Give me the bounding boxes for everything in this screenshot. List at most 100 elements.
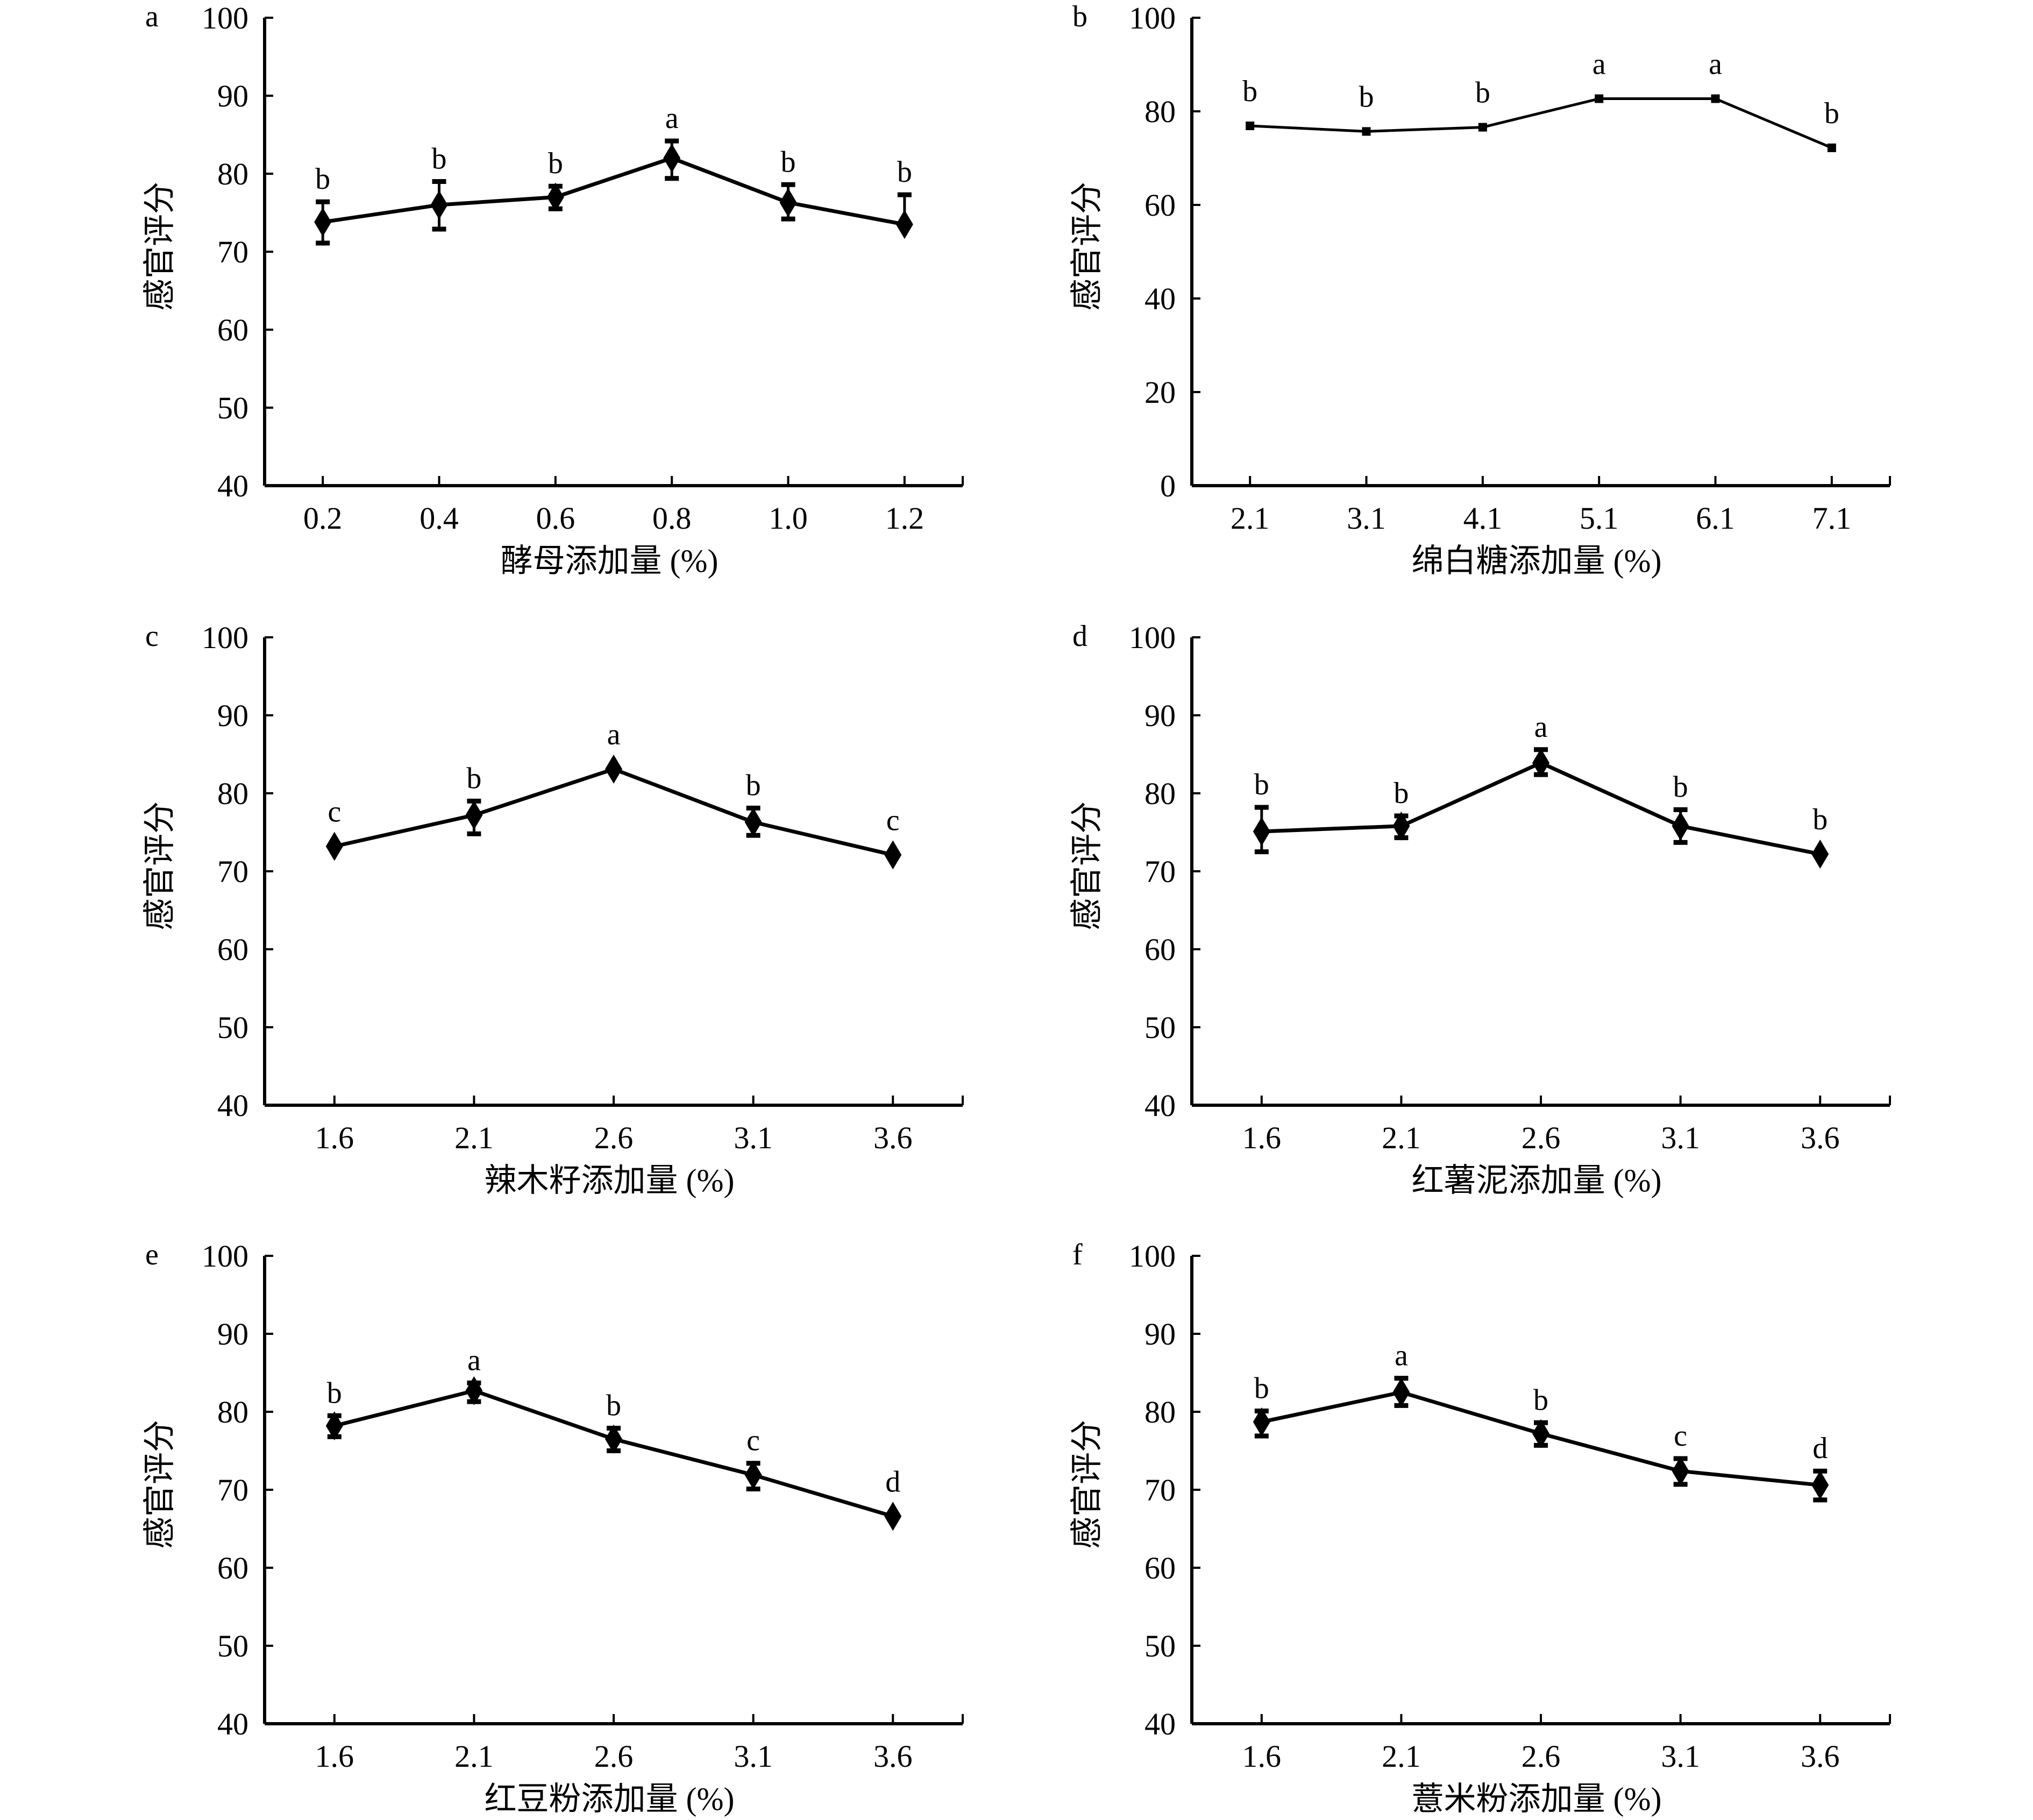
y-tick-label: 70 — [217, 234, 248, 269]
y-tick-label: 0 — [1160, 468, 1176, 503]
x-tick-label: 3.6 — [1801, 1120, 1840, 1155]
panel-label: d — [1072, 620, 1087, 653]
x-tick-label: 4.1 — [1463, 501, 1503, 536]
x-tick-label: 2.6 — [1522, 1739, 1561, 1774]
significance-label: b — [1475, 76, 1490, 110]
y-tick-label: 90 — [1145, 698, 1176, 733]
y-tick-label: 100 — [202, 1, 248, 35]
x-tick-label: 3.1 — [734, 1120, 773, 1155]
data-point-marker — [1392, 1377, 1410, 1407]
data-point-marker — [1253, 1407, 1270, 1437]
significance-label: b — [1533, 1383, 1548, 1417]
x-axis-title: 薏米粉添加量 (%) — [1412, 1781, 1662, 1817]
y-tick-label: 90 — [217, 698, 248, 733]
y-tick-label: 70 — [1145, 854, 1176, 889]
y-tick-label: 40 — [1145, 1707, 1176, 1741]
significance-label: b — [1394, 777, 1409, 810]
y-tick-label: 20 — [1145, 375, 1176, 410]
significance-label: a — [1593, 48, 1606, 81]
significance-label: c — [1674, 1419, 1687, 1453]
y-tick-label: 100 — [1129, 1239, 1176, 1274]
significance-label: b — [1824, 97, 1839, 130]
data-point-marker — [325, 1411, 343, 1441]
x-tick-label: 2.6 — [594, 1120, 634, 1155]
significance-label: d — [1812, 1432, 1828, 1465]
significance-label: a — [1395, 1339, 1408, 1373]
x-tick-label: 3.6 — [873, 1739, 913, 1774]
x-tick-label: 2.1 — [1382, 1739, 1421, 1774]
x-tick-label: 2.1 — [454, 1120, 494, 1155]
x-tick-label: 3.1 — [1661, 1739, 1700, 1774]
significance-label: b — [1254, 768, 1269, 801]
x-tick-label: 1.6 — [315, 1739, 354, 1774]
significance-label: b — [1812, 803, 1828, 836]
data-point-marker — [430, 190, 448, 219]
y-tick-label: 40 — [1145, 1088, 1176, 1123]
y-tick-label: 50 — [217, 1010, 248, 1045]
chart-panel-f: f 40 50 60 70 80 90 100 1.6 2.1 2.6 3.1 3.6 薏米粉添加量 (%… — [1069, 1238, 1891, 1817]
y-axis-title: 感官评分 — [142, 182, 177, 311]
y-tick-label: 60 — [217, 932, 248, 967]
y-tick-label: 100 — [202, 620, 248, 655]
significance-label: b — [432, 143, 447, 176]
x-tick-label: 2.1 — [1382, 1120, 1421, 1155]
data-point-marker — [465, 1376, 483, 1405]
chart-panel-a: a 40 50 60 70 80 90 100 0.2 0.4 0.6 0.8 1.0 1.2 酵母添加量 … — [142, 0, 964, 579]
significance-label: b — [1673, 770, 1688, 804]
significance-label: b — [466, 762, 481, 795]
y-tick-label: 40 — [217, 1707, 248, 1741]
data-point-marker — [1253, 817, 1270, 847]
significance-label: c — [328, 795, 341, 829]
data-point-marker — [1478, 123, 1487, 132]
significance-label: b — [897, 155, 912, 189]
data-point-marker — [1532, 1419, 1549, 1448]
y-tick-label: 40 — [217, 1088, 248, 1123]
data-point-marker — [1811, 1470, 1829, 1500]
y-axis-title: 感官评分 — [1069, 1420, 1105, 1549]
panel-label: f — [1072, 1238, 1083, 1271]
x-tick-label: 3.1 — [1661, 1120, 1700, 1155]
y-tick-label: 60 — [1145, 932, 1176, 967]
data-point-marker — [605, 1424, 622, 1454]
data-point-marker — [884, 840, 902, 870]
y-tick-label: 100 — [1129, 1, 1176, 35]
y-tick-label: 70 — [1145, 1473, 1176, 1508]
y-tick-label: 80 — [1145, 1395, 1176, 1430]
data-point-marker — [1672, 811, 1689, 841]
y-tick-label: 100 — [202, 1239, 248, 1274]
data-point-marker — [895, 210, 913, 239]
x-tick-label: 3.1 — [1347, 501, 1386, 536]
chart-panel-d: d 40 50 60 70 80 90 100 1.6 2.1 2.6 3.1 3.6 红薯泥添加量 (%… — [1069, 620, 1891, 1198]
chart-panel-b: b 0 20 40 60 80 100 2.1 3.1 4.1 5.1 6.1 7.1 绵白糖添加量 (%… — [1069, 0, 1891, 579]
significance-label: b — [548, 147, 563, 180]
significance-label: c — [886, 804, 900, 837]
significance-label: a — [1709, 48, 1722, 81]
significance-label: b — [315, 162, 330, 196]
data-point-marker — [744, 1460, 762, 1490]
significance-label: d — [885, 1465, 900, 1498]
data-point-marker — [1672, 1456, 1689, 1486]
y-tick-label: 80 — [217, 1395, 248, 1430]
x-tick-label: 2.1 — [1231, 501, 1270, 536]
data-point-marker — [1392, 811, 1410, 841]
x-axis-title: 辣木籽添加量 (%) — [485, 1163, 735, 1198]
y-tick-label: 50 — [1145, 1629, 1176, 1663]
x-tick-label: 6.1 — [1696, 501, 1735, 536]
significance-label: b — [327, 1376, 342, 1410]
x-tick-label: 1.2 — [885, 501, 925, 536]
x-axis-title: 酵母添加量 (%) — [501, 543, 719, 579]
data-point-marker — [744, 807, 762, 837]
significance-label: b — [1359, 80, 1374, 113]
x-axis-title: 红豆粉添加量 (%) — [485, 1781, 735, 1817]
data-point-marker — [605, 755, 622, 784]
x-tick-label: 1.6 — [1242, 1739, 1282, 1774]
y-tick-label: 50 — [1145, 1010, 1176, 1045]
data-point-marker — [546, 182, 564, 212]
x-tick-label: 2.1 — [454, 1739, 494, 1774]
x-tick-label: 3.6 — [1801, 1739, 1840, 1774]
data-point-marker — [884, 1502, 902, 1531]
panel-label: b — [1072, 0, 1087, 33]
y-tick-label: 80 — [217, 776, 248, 811]
x-tick-label: 3.1 — [734, 1739, 773, 1774]
